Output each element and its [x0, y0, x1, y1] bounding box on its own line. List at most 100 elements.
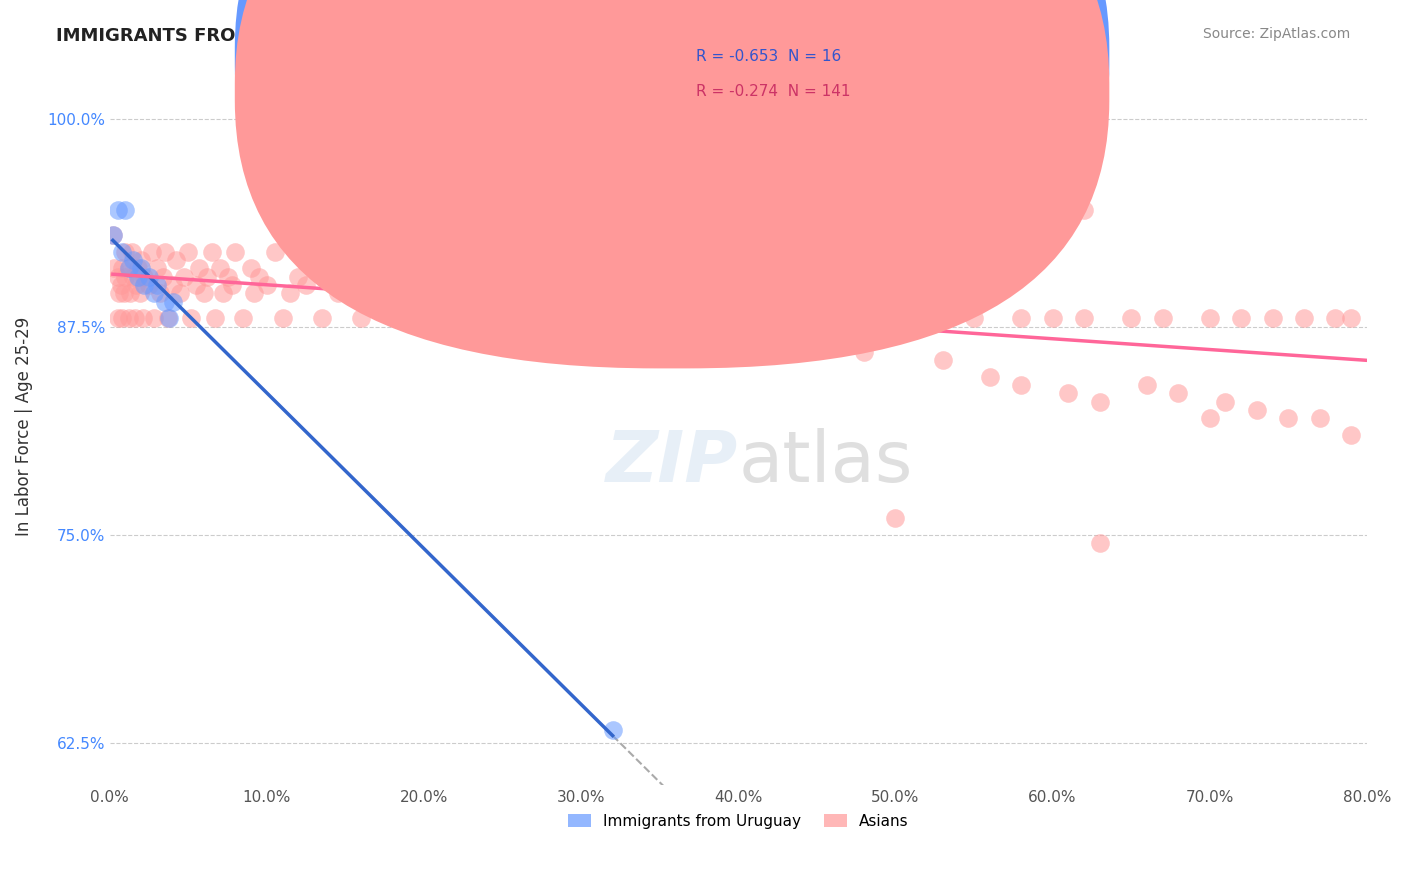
Point	[1198, 311, 1220, 326]
Point	[602, 269, 624, 284]
Point	[271, 311, 294, 326]
Point	[120, 286, 142, 301]
Point	[335, 269, 357, 284]
Point	[146, 261, 169, 276]
Point	[444, 269, 467, 284]
Legend: Immigrants from Uruguay, Asians: Immigrants from Uruguay, Asians	[562, 807, 915, 835]
Point	[436, 286, 458, 301]
Point	[1324, 311, 1347, 326]
Point	[114, 269, 136, 284]
Point	[460, 278, 482, 293]
Point	[396, 261, 419, 276]
Point	[165, 253, 187, 268]
Point	[195, 269, 218, 284]
Point	[101, 228, 124, 243]
Point	[405, 286, 427, 301]
Point	[648, 286, 671, 301]
Text: R = -0.653  N = 16: R = -0.653 N = 16	[696, 49, 841, 63]
Point	[727, 311, 749, 326]
Point	[177, 244, 200, 259]
Point	[979, 369, 1001, 384]
Point	[806, 328, 828, 343]
Point	[681, 269, 703, 284]
Point	[240, 261, 263, 276]
Point	[554, 278, 576, 293]
Point	[110, 278, 132, 293]
Point	[108, 286, 131, 301]
Point	[107, 269, 129, 284]
Point	[169, 286, 191, 301]
Point	[114, 203, 136, 218]
Point	[127, 261, 149, 276]
Point	[1167, 386, 1189, 401]
Text: atlas: atlas	[738, 428, 912, 497]
Point	[107, 203, 129, 218]
Point	[111, 244, 134, 259]
Text: ZIP: ZIP	[606, 428, 738, 497]
Point	[201, 244, 224, 259]
Point	[1073, 311, 1095, 326]
Point	[1136, 378, 1159, 392]
Point	[742, 278, 765, 293]
Point	[342, 278, 364, 293]
Point	[790, 311, 813, 326]
Point	[107, 311, 129, 326]
Point	[1042, 311, 1064, 326]
Point	[1088, 536, 1111, 550]
Point	[1340, 311, 1362, 326]
Point	[758, 311, 780, 326]
Point	[232, 311, 254, 326]
Point	[122, 269, 145, 284]
Point	[134, 269, 156, 284]
Point	[1340, 428, 1362, 442]
Text: R = -0.274  N = 141: R = -0.274 N = 141	[696, 85, 851, 99]
Point	[319, 261, 342, 276]
Point	[138, 278, 160, 293]
Point	[152, 269, 174, 284]
Point	[134, 278, 156, 293]
Point	[1088, 394, 1111, 409]
Point	[1010, 311, 1032, 326]
Point	[664, 311, 686, 326]
Point	[302, 244, 325, 259]
Point	[127, 269, 149, 284]
Point	[413, 269, 436, 284]
Point	[142, 286, 165, 301]
Point	[124, 311, 146, 326]
Point	[602, 723, 624, 737]
Point	[122, 253, 145, 268]
Point	[138, 269, 160, 284]
Point	[1215, 394, 1237, 409]
Point	[357, 261, 380, 276]
Point	[1371, 419, 1393, 434]
Point	[101, 228, 124, 243]
Point	[146, 278, 169, 293]
Point	[204, 311, 226, 326]
Point	[128, 286, 150, 301]
Point	[114, 244, 136, 259]
Point	[1292, 311, 1315, 326]
Point	[280, 286, 302, 301]
Point	[633, 311, 655, 326]
Point	[162, 278, 184, 293]
Point	[915, 311, 938, 326]
Point	[453, 311, 475, 326]
Point	[153, 244, 176, 259]
Point	[1261, 311, 1284, 326]
Point	[142, 311, 165, 326]
Point	[1073, 203, 1095, 218]
Point	[186, 278, 208, 293]
Point	[569, 286, 592, 301]
Point	[389, 311, 412, 326]
Point	[1119, 311, 1142, 326]
Point	[243, 286, 266, 301]
Point	[326, 286, 349, 301]
Point	[1010, 378, 1032, 392]
Point	[696, 311, 718, 326]
Point	[125, 278, 148, 293]
Point	[420, 278, 443, 293]
Point	[1309, 411, 1331, 425]
Point	[129, 261, 152, 276]
Point	[256, 278, 278, 293]
Point	[1042, 161, 1064, 176]
